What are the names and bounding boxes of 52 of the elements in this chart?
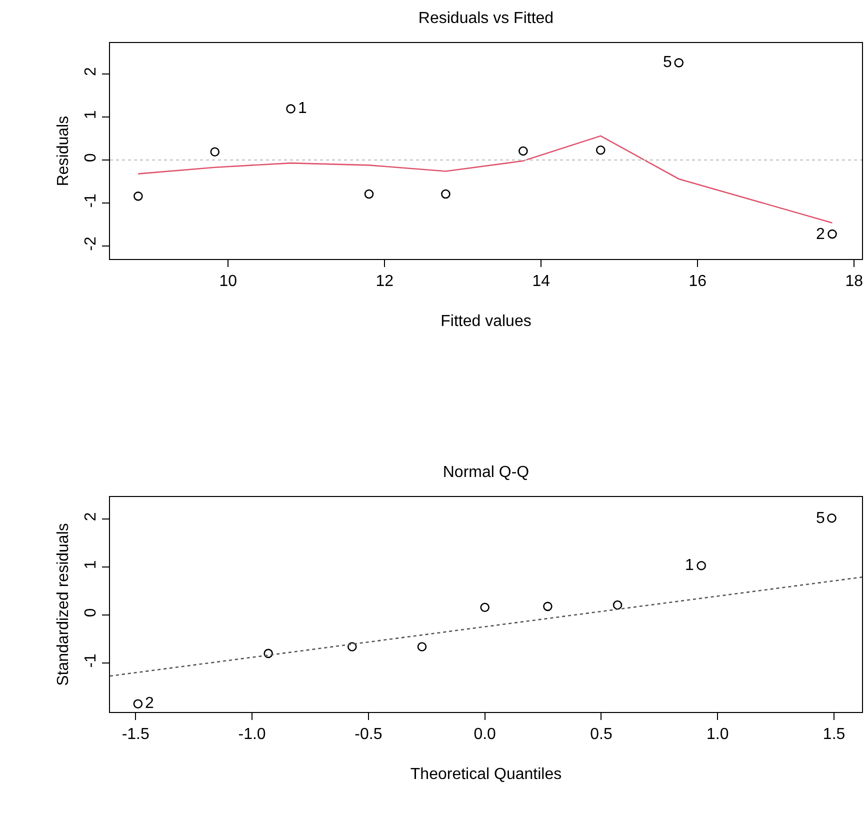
y-tick-label: 0 — [82, 608, 100, 618]
y-axis-title: Residuals — [55, 116, 72, 186]
point — [264, 648, 273, 658]
y-tick-label: 2 — [82, 512, 100, 522]
point — [612, 600, 622, 610]
point — [696, 560, 706, 570]
point — [286, 104, 296, 114]
x-tick-label: 14 — [532, 273, 550, 290]
x-tick-label: 16 — [688, 273, 707, 290]
point — [347, 642, 357, 652]
annotation: 1 — [685, 557, 694, 574]
x-tick-label: 1.5 — [822, 726, 846, 744]
x-axis-title: Theoretical Quantiles — [410, 766, 562, 783]
annotation: 2 — [816, 226, 825, 243]
annotation: 1 — [298, 100, 307, 117]
x-tick-label: -0.5 — [354, 726, 382, 744]
chart-title: Residuals vs Fitted — [418, 10, 554, 27]
y-tick-label: -1 — [82, 653, 100, 668]
x-tick-label: 0.5 — [590, 726, 612, 744]
annotation: 5 — [663, 54, 672, 71]
point — [543, 602, 552, 612]
point — [210, 147, 220, 157]
chart-title: Normal Q-Q — [442, 464, 530, 481]
point — [133, 699, 143, 708]
point — [674, 58, 684, 68]
point — [364, 189, 374, 199]
point — [441, 189, 450, 199]
y-tick-label: -2 — [82, 236, 100, 251]
point — [828, 229, 837, 239]
y-tick-label: 1 — [82, 110, 100, 120]
point — [134, 192, 143, 201]
x-axis-title: Fitted values — [440, 312, 532, 330]
y-tick-label: -1 — [82, 193, 100, 208]
annotation: 2 — [145, 695, 154, 712]
point — [480, 602, 490, 612]
y-axis-title: Standardized residuals — [55, 523, 72, 686]
y-tick-label: 2 — [82, 67, 100, 76]
point — [417, 642, 427, 652]
y-tick-label: 1 — [82, 560, 100, 570]
point — [596, 145, 606, 155]
y-tick-label: 0 — [82, 153, 100, 162]
x-tick-label: 1.0 — [706, 726, 729, 744]
annotation: 5 — [816, 510, 825, 527]
line-series — [138, 135, 833, 224]
point — [518, 146, 528, 156]
x-tick-label: 18 — [845, 273, 864, 290]
x-tick-label: 10 — [219, 273, 238, 290]
x-tick-label: 12 — [376, 273, 394, 290]
x-tick-label: 0.0 — [474, 726, 496, 744]
x-tick-label: -1.0 — [238, 726, 266, 744]
x-tick-label: -1.5 — [122, 726, 150, 744]
point — [827, 513, 836, 523]
